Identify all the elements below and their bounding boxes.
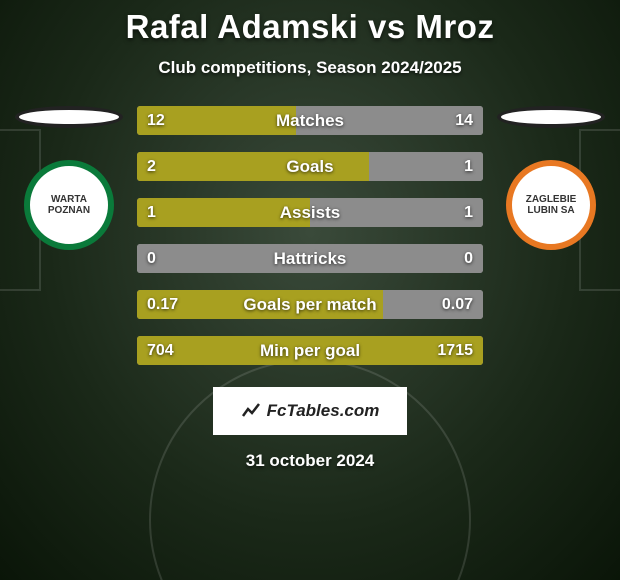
player-photo-placeholder-right <box>497 106 605 128</box>
stat-bar-left-value: 0.17 <box>137 290 188 319</box>
stat-bar: Assists1 1 <box>137 198 483 227</box>
stat-bar-label: Hattricks <box>137 244 483 273</box>
right-player-column: ZAGLEBIE LUBIN SA <box>497 106 605 250</box>
stat-bar: Goals per match0.170.07 <box>137 290 483 319</box>
club-badge-right: ZAGLEBIE LUBIN SA <box>506 160 596 250</box>
stat-bar-left-value: 704 <box>137 336 184 365</box>
stat-bar-label: Matches <box>137 106 483 135</box>
infographic: Rafal Adamski vs Mroz Club competitions,… <box>0 0 620 471</box>
stat-bar-label: Assists <box>137 198 483 227</box>
stat-bar-left-value: 0 <box>137 244 166 273</box>
stat-bar-right-value: 14 <box>445 106 483 135</box>
left-player-column: WARTA POZNAN <box>15 106 123 250</box>
subtitle: Club competitions, Season 2024/2025 <box>0 58 620 78</box>
stat-bar-right-value: 1 <box>454 198 483 227</box>
stat-bar-left-value: 1 <box>137 198 166 227</box>
stat-bar-left-value: 2 <box>137 152 166 181</box>
club-badge-right-label: ZAGLEBIE LUBIN SA <box>518 194 584 216</box>
stat-bar: Min per goal7041715 <box>137 336 483 365</box>
stat-bar-right-value: 1715 <box>427 336 483 365</box>
player-photo-placeholder-left <box>15 106 123 128</box>
club-badge-left-label: WARTA POZNAN <box>36 194 102 216</box>
stat-bar-right-value: 0 <box>454 244 483 273</box>
watermark-text: FcTables.com <box>267 401 380 421</box>
content-row: WARTA POZNAN Matches1214Goals21Assists11… <box>0 106 620 365</box>
date-label: 31 october 2024 <box>0 451 620 471</box>
stat-bar: Matches12 14 <box>137 106 483 135</box>
stat-bar: Goals2 1 <box>137 152 483 181</box>
watermark: FcTables.com <box>213 387 407 435</box>
club-badge-left: WARTA POZNAN <box>24 160 114 250</box>
stat-bars: Matches1214Goals21Assists11Hattricks00Go… <box>137 106 483 365</box>
stat-bar-left-value: 12 <box>137 106 175 135</box>
stat-bar-right-value: 0.07 <box>432 290 483 319</box>
watermark-icon <box>241 402 261 420</box>
page-title: Rafal Adamski vs Mroz <box>0 8 620 46</box>
stat-bar-right-value: 1 <box>454 152 483 181</box>
stat-bar-label: Goals <box>137 152 483 181</box>
stat-bar: Hattricks0 0 <box>137 244 483 273</box>
